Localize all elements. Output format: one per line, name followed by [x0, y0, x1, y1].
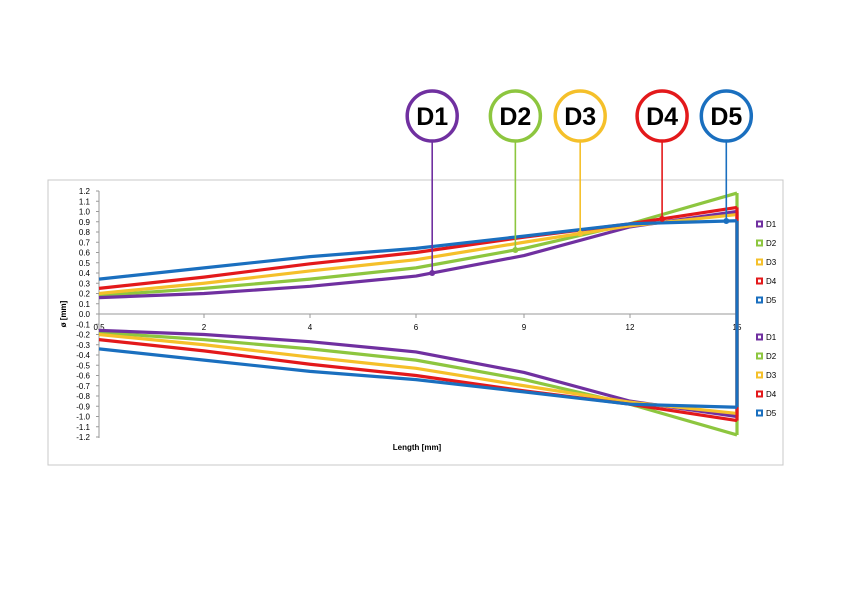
- callout-point-d5: [723, 218, 730, 225]
- legend-label-lower-d2: D2: [766, 352, 777, 361]
- series-line-d5-lower: [98, 347, 738, 409]
- legend-label-lower-d4: D4: [766, 390, 777, 399]
- callouts: D1 D2 D3 D4 D5: [405, 89, 754, 276]
- legend-label-lower-d5: D5: [766, 409, 777, 418]
- series-lines: [98, 191, 739, 437]
- callout-label-d5: D5: [710, 103, 742, 131]
- y-tick-label: 0.9: [79, 218, 91, 227]
- x-tick-label: 12: [626, 323, 635, 332]
- y-tick-label: -0.6: [76, 372, 90, 381]
- y-tick-label: 0.4: [79, 269, 91, 278]
- y-ticks: 1.21.11.00.90.80.70.60.50.40.30.20.10.0-…: [76, 187, 99, 442]
- y-tick-label: 0.2: [79, 290, 91, 299]
- legend-swatch-marker-upper-d5: [758, 298, 761, 302]
- series-line-d3-upper: [98, 212, 738, 296]
- series-line-d5-upper: [98, 219, 738, 281]
- y-tick-label: -1.0: [76, 413, 90, 422]
- callout-point-d1: [429, 270, 436, 276]
- y-tick-label: -0.5: [76, 361, 90, 370]
- legend-label-upper-d2: D2: [766, 239, 777, 248]
- callout-circle-d2: [488, 89, 543, 143]
- series-line-d3-lower: [98, 332, 738, 416]
- legend-swatch-marker-lower-d3: [758, 373, 761, 377]
- legend-label-lower-d1: D1: [766, 333, 777, 342]
- chart-frame: [47, 179, 784, 466]
- legend-label-upper-d5: D5: [766, 296, 777, 305]
- callout-circle-d5: [699, 89, 754, 143]
- callout-point-d4: [659, 215, 666, 222]
- legend-swatch-marker-lower-d5: [758, 411, 761, 415]
- y-tick-label: -0.8: [76, 392, 90, 401]
- y-tick-label: -0.1: [76, 320, 90, 329]
- legend-swatch-marker-lower-d2: [758, 354, 761, 358]
- x-axis-title: Length [mm]: [393, 443, 442, 452]
- callout-point-d3: [577, 230, 584, 237]
- y-axis-title: ø [mm]: [59, 300, 68, 327]
- legend-swatch-marker-lower-d4: [758, 392, 761, 396]
- legend-label-upper-d4: D4: [766, 277, 777, 286]
- y-tick-label: 0.5: [79, 259, 91, 268]
- y-tick-label: 1.1: [79, 197, 91, 206]
- y-tick-label: -1.1: [76, 423, 90, 432]
- legend-label-upper-d3: D3: [766, 258, 777, 267]
- legend-swatch-marker-upper-d4: [758, 279, 761, 283]
- y-tick-label: 0.3: [79, 279, 91, 288]
- legend-swatch-marker-upper-d1: [758, 222, 761, 226]
- x-tick-label: 2: [202, 323, 207, 332]
- y-tick-label: 0.6: [79, 249, 91, 258]
- y-tick-label: 1.2: [79, 187, 91, 196]
- y-tick-label: -1.2: [76, 433, 90, 442]
- callout-point-d2: [512, 246, 519, 253]
- y-tick-label: 0.8: [79, 228, 91, 237]
- x-tick-label: 0.5: [93, 323, 105, 332]
- callout-label-d4: D4: [646, 103, 678, 131]
- legend-swatch-marker-upper-d3: [758, 260, 761, 264]
- y-tick-label: 0.7: [79, 238, 91, 247]
- callout-label-d2: D2: [499, 103, 531, 131]
- legend-swatch-marker-lower-d1: [758, 335, 761, 339]
- y-tick-label: -0.3: [76, 341, 90, 350]
- callout-label-d1: D1: [416, 103, 448, 131]
- x-tick-label: 9: [522, 323, 527, 332]
- y-tick-label: -0.9: [76, 402, 90, 411]
- y-tick-label: -0.2: [76, 331, 90, 340]
- y-tick-label: 0.1: [79, 300, 91, 309]
- callout-label-d3: D3: [564, 103, 596, 131]
- legend-label-lower-d3: D3: [766, 371, 777, 380]
- legend-label-upper-d1: D1: [766, 220, 777, 229]
- x-tick-label: 4: [308, 323, 313, 332]
- callout-circle-d1: [405, 89, 459, 143]
- y-tick-label: 1.0: [79, 208, 91, 217]
- y-tick-label: -0.4: [76, 351, 90, 360]
- callout-circle-d4: [635, 89, 689, 143]
- y-tick-label: 0.0: [79, 310, 91, 319]
- legend-swatch-marker-upper-d2: [758, 241, 761, 245]
- x-tick-label: 6: [414, 323, 419, 332]
- y-tick-label: -0.7: [76, 382, 90, 391]
- callout-circle-d3: [553, 89, 607, 143]
- legend: D1 D2 D3 D4 D5 D1 D2 D3 D4 D5: [756, 220, 777, 418]
